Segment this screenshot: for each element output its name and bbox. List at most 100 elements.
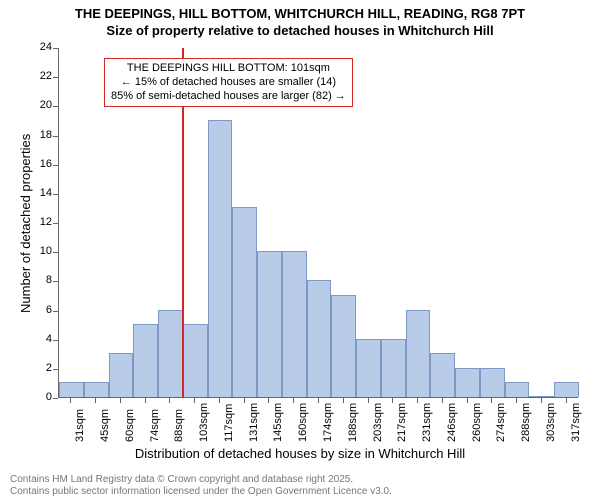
y-tick-label: 4 <box>22 333 52 345</box>
histogram-bar <box>505 382 530 397</box>
x-tick-mark <box>392 398 393 403</box>
x-tick-mark <box>95 398 96 403</box>
chart-container: { "chart": { "type": "histogram", "width… <box>0 0 600 500</box>
x-tick-mark <box>293 398 294 403</box>
y-tick-mark <box>53 281 58 282</box>
histogram-bar <box>208 120 233 397</box>
histogram-bar <box>158 310 183 398</box>
y-tick-mark <box>53 106 58 107</box>
y-tick-label: 16 <box>22 158 52 170</box>
histogram-bar <box>307 280 332 397</box>
y-tick-mark <box>53 369 58 370</box>
title-line2: Size of property relative to detached ho… <box>106 23 493 38</box>
y-tick-mark <box>53 48 58 49</box>
callout-box: THE DEEPINGS HILL BOTTOM: 101sqm ← 15% o… <box>104 58 353 107</box>
title-line1: THE DEEPINGS, HILL BOTTOM, WHITCHURCH HI… <box>75 6 525 21</box>
x-tick-label: 160sqm <box>297 403 309 442</box>
x-tick-label: 117sqm <box>223 404 235 442</box>
y-tick-mark <box>53 252 58 253</box>
x-tick-label: 103sqm <box>198 403 210 442</box>
x-tick-label: 317sqm <box>570 403 582 442</box>
x-tick-mark <box>442 398 443 403</box>
footer-text: Contains HM Land Registry data © Crown c… <box>0 474 392 498</box>
histogram-bar <box>59 382 84 397</box>
x-tick-mark <box>244 398 245 403</box>
x-tick-mark <box>268 398 269 403</box>
histogram-bar <box>480 368 505 397</box>
x-tick-label: 45sqm <box>99 409 111 442</box>
x-tick-label: 131sqm <box>248 403 260 442</box>
histogram-bar <box>406 310 431 398</box>
x-tick-mark <box>368 398 369 403</box>
x-tick-mark <box>491 398 492 403</box>
x-tick-label: 303sqm <box>545 403 557 442</box>
y-tick-mark <box>53 194 58 195</box>
x-tick-mark <box>169 398 170 403</box>
x-tick-label: 174sqm <box>322 403 334 442</box>
x-tick-mark <box>343 398 344 403</box>
callout-line1: THE DEEPINGS HILL BOTTOM: 101sqm <box>111 62 346 76</box>
x-tick-mark <box>541 398 542 403</box>
x-tick-label: 31sqm <box>74 409 86 442</box>
y-tick-label: 14 <box>22 187 52 199</box>
y-tick-mark <box>53 136 58 137</box>
y-tick-label: 22 <box>22 70 52 82</box>
histogram-bar <box>331 295 356 397</box>
y-tick-label: 12 <box>22 216 52 228</box>
histogram-bar <box>554 382 579 397</box>
x-tick-mark <box>145 398 146 403</box>
x-tick-mark <box>417 398 418 403</box>
histogram-bar <box>529 396 554 397</box>
x-tick-mark <box>219 398 220 403</box>
x-tick-mark <box>194 398 195 403</box>
y-tick-mark <box>53 165 58 166</box>
x-tick-label: 74sqm <box>149 409 161 442</box>
footer-line2: Contains public sector information licen… <box>10 486 392 497</box>
y-tick-label: 20 <box>22 99 52 111</box>
x-tick-label: 203sqm <box>372 403 384 442</box>
y-tick-label: 8 <box>22 274 52 286</box>
x-tick-label: 217sqm <box>396 403 408 442</box>
y-tick-label: 24 <box>22 41 52 53</box>
histogram-bar <box>84 382 109 397</box>
histogram-bar <box>430 353 455 397</box>
chart-title: THE DEEPINGS, HILL BOTTOM, WHITCHURCH HI… <box>0 0 600 40</box>
histogram-bar <box>133 324 158 397</box>
histogram-bar <box>257 251 282 397</box>
histogram-bar <box>109 353 134 397</box>
callout-line2: ← 15% of detached houses are smaller (14… <box>111 76 346 90</box>
y-tick-label: 2 <box>22 362 52 374</box>
x-tick-label: 246sqm <box>446 403 458 442</box>
x-axis-label: Distribution of detached houses by size … <box>0 446 600 461</box>
x-tick-mark <box>467 398 468 403</box>
y-tick-label: 10 <box>22 245 52 257</box>
histogram-bar <box>282 251 307 397</box>
y-tick-label: 6 <box>22 304 52 316</box>
y-tick-mark <box>53 223 58 224</box>
histogram-bar <box>183 324 208 397</box>
x-tick-mark <box>120 398 121 403</box>
x-tick-label: 274sqm <box>495 403 507 442</box>
histogram-bar <box>232 207 257 397</box>
x-tick-label: 60sqm <box>124 409 136 442</box>
x-tick-mark <box>516 398 517 403</box>
y-tick-label: 18 <box>22 129 52 141</box>
x-tick-label: 231sqm <box>421 403 433 442</box>
y-tick-mark <box>53 398 58 399</box>
y-tick-mark <box>53 311 58 312</box>
x-tick-mark <box>318 398 319 403</box>
histogram-bar <box>455 368 480 397</box>
y-tick-mark <box>53 77 58 78</box>
histogram-bar <box>356 339 381 397</box>
y-tick-mark <box>53 340 58 341</box>
x-tick-mark <box>566 398 567 403</box>
x-tick-mark <box>70 398 71 403</box>
footer-line1: Contains HM Land Registry data © Crown c… <box>10 474 353 485</box>
x-tick-label: 88sqm <box>173 409 185 442</box>
callout-line3: 85% of semi-detached houses are larger (… <box>111 90 346 104</box>
x-tick-label: 260sqm <box>471 403 483 442</box>
y-tick-label: 0 <box>22 391 52 403</box>
histogram-bar <box>381 339 406 397</box>
x-tick-label: 188sqm <box>347 403 359 442</box>
x-tick-label: 288sqm <box>520 403 532 442</box>
